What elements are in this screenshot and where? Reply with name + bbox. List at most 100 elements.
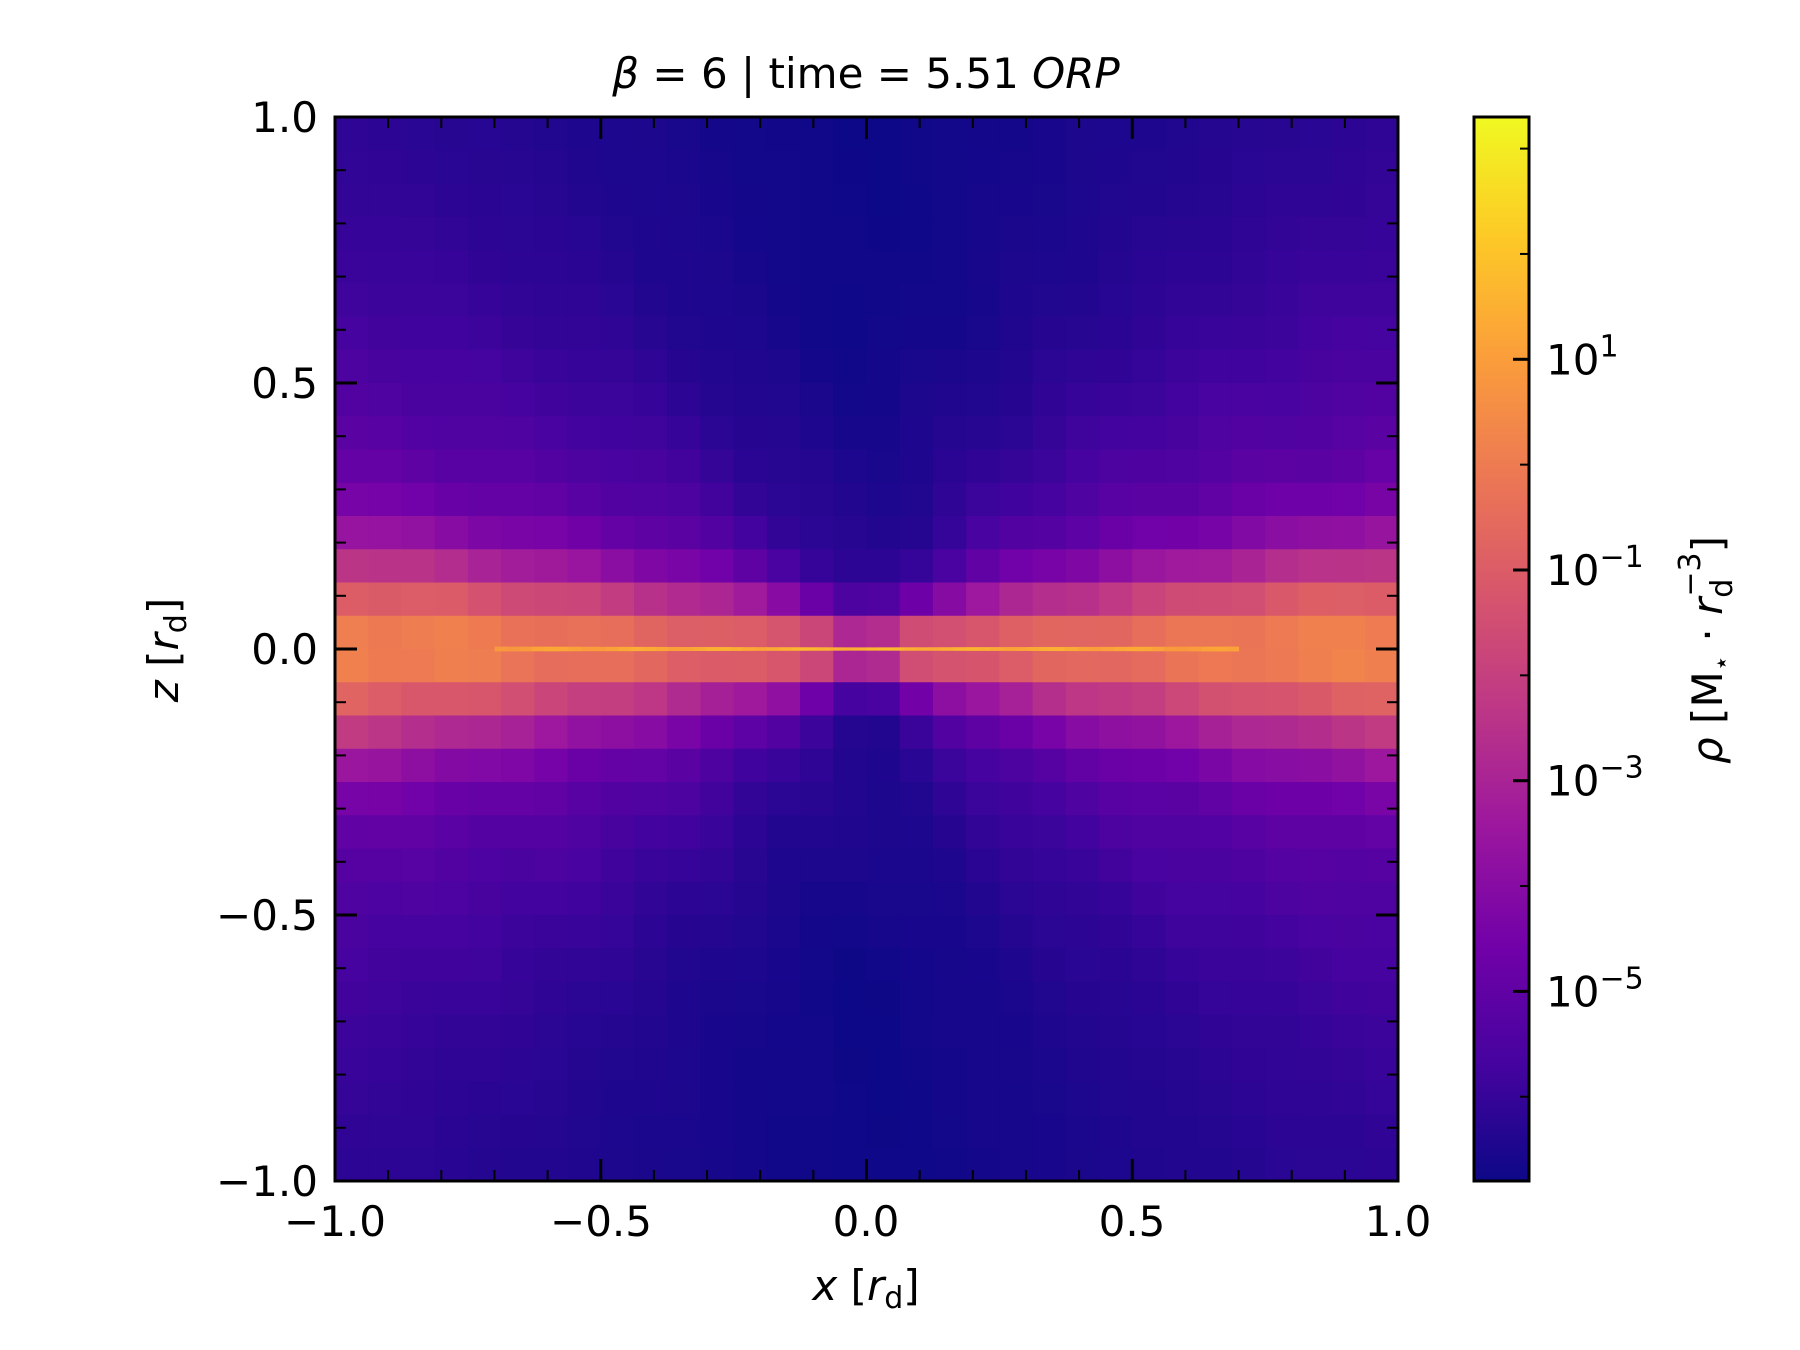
midplane-segment [705, 647, 719, 651]
heatmap-cell [866, 383, 901, 417]
heatmap-cell [434, 848, 469, 883]
heatmap-cell [534, 682, 569, 717]
heatmap-cell [1165, 682, 1200, 717]
heatmap-cell [700, 216, 735, 251]
heatmap-cell [600, 316, 635, 351]
heatmap-cell [700, 981, 735, 1016]
heatmap-cell [932, 416, 967, 451]
heatmap-cell [567, 183, 602, 218]
heatmap-cell [733, 416, 768, 451]
heatmap-cell [534, 1014, 569, 1049]
heatmap-cell [1364, 948, 1398, 983]
heatmap-cell [567, 1014, 602, 1049]
heatmap-cell [999, 615, 1034, 650]
heatmap-cell [567, 449, 602, 484]
heatmap-cell [1364, 516, 1398, 550]
heatmap-cell [700, 283, 735, 318]
heatmap-cell [1265, 815, 1299, 850]
heatmap-cell [1099, 1114, 1133, 1149]
heatmap-cell [1198, 482, 1233, 517]
heatmap-cell [866, 416, 901, 451]
heatmap-cell [1331, 981, 1366, 1016]
heatmap-cell [733, 815, 768, 850]
heatmap-cell [633, 848, 668, 883]
heatmap-cell [501, 881, 535, 916]
heatmap-cell [899, 649, 934, 683]
heatmap-cell [335, 549, 369, 584]
heatmap-cell [434, 449, 469, 484]
heatmap-cell [1231, 582, 1266, 617]
heatmap-cell [600, 615, 635, 650]
heatmap-cell [1331, 216, 1366, 251]
heatmap-cell [1298, 383, 1333, 417]
heatmap-cell [1265, 715, 1299, 750]
heatmap-cell [999, 1114, 1034, 1149]
heatmap-cell [335, 782, 369, 816]
heatmap-cell [766, 283, 801, 318]
heatmap-cell [1099, 449, 1133, 484]
heatmap-cell [1099, 815, 1133, 850]
heatmap-cell [800, 516, 834, 550]
heatmap-cell [700, 416, 735, 451]
midplane-segment [668, 646, 681, 652]
heatmap-cell [899, 1114, 934, 1149]
midplane-segment [581, 646, 595, 652]
heatmap-cell [1132, 216, 1167, 251]
heatmap-cell [467, 482, 502, 517]
heatmap-cell [1065, 715, 1100, 750]
heatmap-cell [932, 1081, 967, 1116]
heatmap-cell [766, 1048, 801, 1082]
heatmap-cell [1331, 1114, 1366, 1149]
heatmap-cell [833, 150, 868, 185]
heatmap-cell [932, 183, 967, 218]
heatmap-cell [1165, 815, 1200, 850]
heatmap-cell [833, 482, 868, 517]
heatmap-cell [999, 1081, 1034, 1116]
heatmap-cell [866, 748, 901, 783]
heatmap-cell [766, 250, 801, 284]
heatmap-cell [766, 815, 801, 850]
heatmap-cell [368, 1081, 403, 1116]
heatmap-cell [1198, 981, 1233, 1016]
heatmap-cell [800, 1048, 834, 1082]
heatmap-cell [899, 815, 934, 850]
heatmap-cell [633, 216, 668, 251]
heatmap-cell [1265, 449, 1299, 484]
midplane-segment [1064, 646, 1078, 652]
heatmap-cell [368, 449, 403, 484]
heatmap-cell [401, 416, 436, 451]
heatmap-cell [766, 1114, 801, 1149]
heatmap-cell [1165, 216, 1200, 251]
heatmap-cell [1364, 1048, 1398, 1082]
heatmap-cell [1331, 1014, 1366, 1049]
midplane-segment [940, 647, 954, 651]
heatmap-cell [633, 416, 668, 451]
heatmap-cell [700, 848, 735, 883]
heatmap-cell [1065, 349, 1100, 384]
x-tick-labels: −1.0 −0.5 0.0 0.5 1.0 [284, 1197, 1431, 1246]
heatmap-cell [766, 615, 801, 650]
heatmap-cell [1132, 582, 1167, 617]
heatmap-cell [899, 1081, 934, 1116]
midplane-segment [1213, 646, 1227, 652]
heatmap-cell [932, 881, 967, 916]
heatmap-cell [1132, 1114, 1167, 1149]
heatmap-cell [600, 416, 635, 451]
heatmap-cell [733, 117, 768, 151]
heatmap-cell [733, 981, 768, 1016]
heatmap-cell [932, 582, 967, 617]
heatmap-cell [866, 582, 901, 617]
heatmap-cell [1265, 383, 1299, 417]
heatmap-cell [368, 416, 403, 451]
heatmap-cell [1265, 948, 1299, 983]
heatmap-cell [1132, 848, 1167, 883]
heatmap-cell [501, 1114, 535, 1149]
heatmap-cell [567, 582, 602, 617]
heatmap-cell [1099, 981, 1133, 1016]
midplane-segment [754, 647, 768, 651]
heatmap-cell [1331, 815, 1366, 850]
heatmap-cell [932, 449, 967, 484]
heatmap-cell [833, 1048, 868, 1082]
heatmap-cell [899, 748, 934, 783]
heatmap-cell [1099, 250, 1133, 284]
